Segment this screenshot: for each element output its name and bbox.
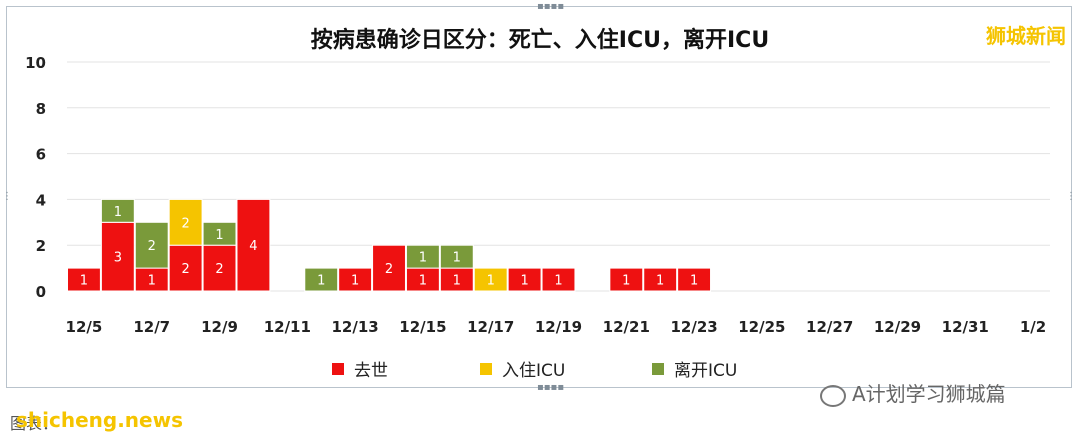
data-label-icu-out-12/16: 1 (453, 251, 461, 266)
legend-item-icu-out: 离开ICU (652, 356, 737, 381)
data-label-died-12/23: 1 (690, 274, 698, 289)
legend-label-died: 去世 (354, 361, 388, 381)
data-label-died-12/15: 1 (419, 274, 427, 289)
bar-icu-out-12/12 (304, 267, 339, 292)
x-tick-label: 12/19 (535, 318, 582, 336)
bar-died-12/13 (338, 267, 373, 292)
bar-died-12/21 (609, 267, 644, 292)
legend-swatch-icu-out (652, 362, 664, 375)
x-tick-label: 12/9 (201, 318, 238, 336)
bar-icu-in-12/8 (168, 198, 203, 246)
data-label-died-12/18: 1 (520, 274, 528, 289)
y-tick-label: 10 (25, 54, 46, 72)
data-label-died-12/8: 2 (181, 262, 189, 277)
resize-handle-right[interactable]: ⋮ (1066, 191, 1076, 202)
data-label-died-12/22: 1 (656, 274, 664, 289)
bar-died-12/10 (236, 198, 271, 292)
bar-died-12/22 (643, 267, 678, 292)
y-tick-label: 0 (36, 283, 46, 301)
legend-swatch-died (332, 362, 344, 375)
data-labels: 1 3 1 1 2 2 2 2 1 4 1 1 2 1 1 1 1 1 1 1 1 1 1 (80, 205, 698, 289)
data-label-died-12/10: 4 (249, 239, 257, 254)
chart-frame (6, 6, 1072, 388)
x-tick-label: 12/29 (874, 318, 921, 336)
watermark-text: A计划学习狮城篇 (852, 382, 1006, 406)
x-tick-label: 12/7 (133, 318, 170, 336)
source-label: 图表： (10, 414, 59, 433)
data-label-icu-out-12/9: 1 (215, 228, 223, 243)
y-axis-ticks: 0 2 4 6 8 10 (25, 54, 46, 301)
x-tick-label: 12/21 (603, 318, 650, 336)
data-label-died-12/16: 1 (453, 274, 461, 289)
legend-item-icu-in: 入住ICU (480, 356, 565, 381)
legend-item-died: 去世 (332, 356, 388, 381)
bar-icu-out-12/6 (100, 198, 135, 223)
bar-icu-out-12/7 (134, 221, 169, 269)
data-label-died-12/7: 1 (148, 274, 156, 289)
bar-died-12/14 (372, 244, 406, 292)
bar-icu-out-12/16 (439, 244, 474, 269)
legend-swatch-icu-in (480, 362, 492, 375)
chart-title: 按病患确诊日区分：死亡、入住ICU，离开ICU (310, 28, 770, 53)
bar-died-12/19 (541, 267, 576, 292)
bar-icu-out-12/9 (202, 221, 237, 246)
x-tick-label: 1/2 (1020, 318, 1046, 336)
data-label-icu-out-12/7: 2 (148, 239, 156, 254)
legend-label-icu-out: 离开ICU (674, 361, 738, 381)
x-tick-label: 12/5 (66, 318, 103, 336)
bar-died-12/18 (507, 267, 542, 292)
resize-handle-top[interactable]: ▪▪▪▪ (537, 1, 565, 12)
data-label-died-12/5: 1 (80, 274, 88, 289)
x-tick-label: 12/23 (670, 318, 717, 336)
x-axis-ticks: 12/5 12/7 12/9 12/11 12/13 12/15 12/17 12/19 12/… (66, 318, 1047, 336)
resize-handle-left[interactable]: ⋮ (2, 191, 12, 202)
x-tick-label: 12/31 (942, 318, 989, 336)
data-label-died-12/14: 2 (385, 262, 393, 277)
y-tick-label: 6 (36, 146, 46, 164)
data-label-icu-out-12/15: 1 (419, 251, 427, 266)
data-label-icu-out-12/6: 1 (114, 205, 122, 220)
brand-watermark: 狮城新闻 (986, 24, 1066, 48)
data-label-died-12/21: 1 (622, 274, 630, 289)
data-label-died-12/19: 1 (554, 274, 562, 289)
bar-died-12/8 (168, 244, 203, 292)
legend-label-icu-in: 入住ICU (502, 361, 566, 381)
data-label-died-12/9: 2 (215, 262, 223, 277)
x-tick-label: 12/13 (332, 318, 379, 336)
data-label-icu-out-12/12: 1 (317, 274, 325, 289)
x-tick-label: 12/27 (806, 318, 853, 336)
x-tick-label: 12/17 (467, 318, 514, 336)
site-watermark: shicheng.news (16, 408, 183, 432)
bar-died-12/5 (67, 267, 101, 292)
y-tick-label: 8 (36, 100, 46, 118)
bars (67, 198, 712, 292)
x-tick-label: 12/15 (399, 318, 446, 336)
data-label-icu-in-12/17: 1 (487, 274, 495, 289)
wechat-watermark: A计划学习狮城篇 (820, 378, 1006, 407)
bar-died-12/6 (100, 221, 135, 292)
legend: 去世 入住ICU 离开ICU (0, 356, 1080, 381)
data-label-icu-in-12/8: 2 (181, 216, 189, 231)
data-label-died-12/13: 1 (351, 274, 359, 289)
data-label-died-12/6: 3 (114, 251, 122, 266)
x-tick-label: 12/25 (738, 318, 785, 336)
x-tick-label: 12/11 (264, 318, 311, 336)
y-tick-label: 4 (36, 191, 46, 209)
wechat-icon (820, 384, 846, 407)
y-tick-label: 2 (36, 237, 46, 255)
bar-icu-out-12/15 (405, 244, 440, 269)
resize-handle-bottom[interactable]: ▪▪▪▪ (537, 382, 565, 393)
bar-died-12/9 (202, 244, 237, 292)
bar-died-12/23 (677, 267, 712, 292)
bar-icu-in-12/17 (473, 267, 508, 292)
